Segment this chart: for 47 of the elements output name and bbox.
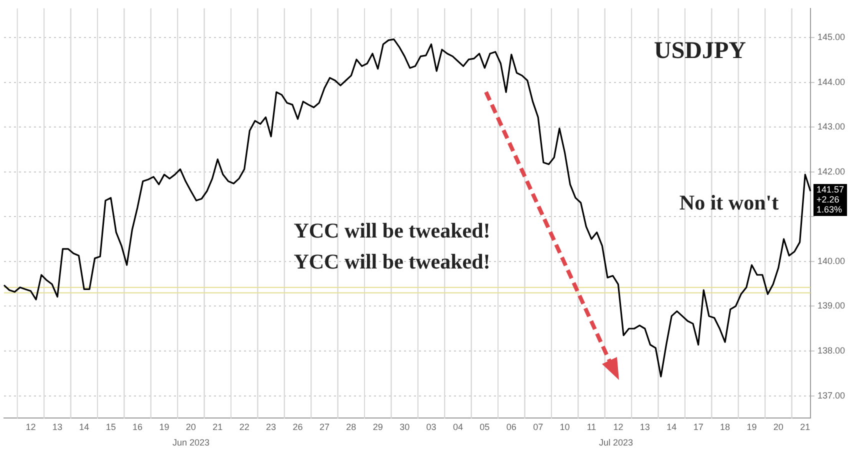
x-tick-label: 19 [159,422,170,432]
x-tick-label: 06 [506,422,516,432]
x-tick-label: 12 [26,422,36,432]
x-tick-label: 04 [452,422,463,432]
x-tick-label: 20 [186,422,196,432]
x-tick-label: 13 [52,422,62,432]
y-tick-label: 140.00 [817,256,846,266]
y-tick-label: 139.00 [817,300,846,311]
x-tick-label: 05 [480,422,490,432]
x-tick-label: 22 [239,422,250,432]
y-tick-label: 137.00 [817,390,846,400]
x-tick-label: 20 [773,422,784,432]
text: Jul 2023 [598,437,634,448]
x-tick-label: 16 [132,422,143,432]
y-tick-label: 145.00 [817,32,846,42]
x-tick-label: 10 [560,422,570,432]
y-tick-label: 142.00 [817,166,846,176]
x-tick-label: 21 [800,422,810,432]
x-tick-label: 26 [292,422,303,432]
x-tick-label: 11 [586,422,596,432]
x-tick-label: 03 [426,422,436,432]
text: +2.26 [816,194,840,204]
x-tick-label: 14 [79,422,90,432]
x-tick-label: 19 [746,422,757,432]
x-tick-label: 13 [640,422,650,432]
annotation: YCC will be tweaked! [294,218,490,242]
x-tick-label: 07 [533,422,544,432]
x-tick-label: 18 [720,422,730,432]
annotation: YCC will be tweaked! [294,249,490,274]
x-tick-label: 12 [613,422,624,432]
x-tick-label: 28 [346,422,356,432]
x-tick-label: 15 [106,422,116,432]
x-tick-label: 30 [400,422,410,432]
x-tick-label: 21 [212,422,223,432]
x-tick-label: 29 [372,422,383,432]
text: USDJPY [654,38,746,64]
text: 1.63% [816,204,842,214]
y-tick-label: 144.00 [817,76,846,87]
x-tick-label: 14 [666,422,677,432]
text: 141.57 [816,184,844,194]
x-tick-label: 27 [319,422,330,432]
y-tick-label: 138.00 [817,346,846,356]
x-tick-label: 23 [266,422,276,432]
annotation: No it won't [679,190,779,214]
y-tick-label: 143.00 [817,122,846,132]
x-tick-label: 17 [693,422,704,432]
text: Jun 2023 [172,437,210,448]
